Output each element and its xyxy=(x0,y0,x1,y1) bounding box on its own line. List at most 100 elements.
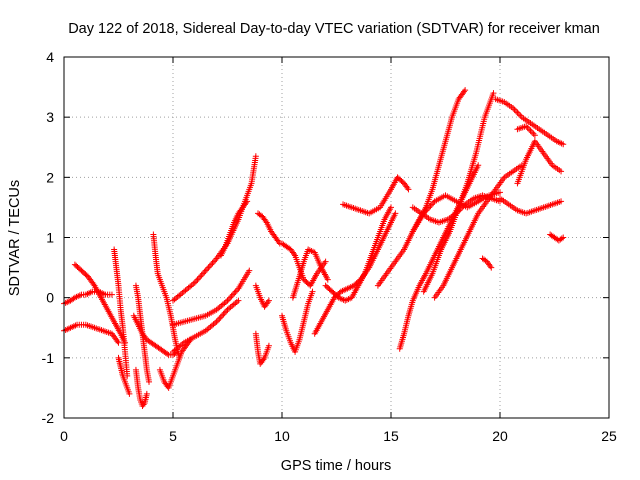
data-point xyxy=(528,129,535,136)
series-4 xyxy=(111,246,131,379)
data-point xyxy=(202,267,209,274)
series-35 xyxy=(547,231,567,244)
y-tick-label: -2 xyxy=(42,410,55,426)
data-point xyxy=(221,309,228,316)
series-23 xyxy=(340,174,412,217)
series-19 xyxy=(279,288,316,355)
y-axis-label: SDTVAR / TECUs xyxy=(7,180,23,296)
data-point xyxy=(197,273,204,280)
data-point xyxy=(232,288,239,295)
series-15 xyxy=(252,330,272,367)
series-20 xyxy=(289,246,331,301)
data-point xyxy=(511,106,518,113)
data-point xyxy=(220,311,227,318)
y-tick-label: 4 xyxy=(46,49,54,65)
series-16 xyxy=(252,282,272,310)
data-point xyxy=(244,198,251,205)
data-point xyxy=(206,263,213,270)
data-point xyxy=(527,127,534,134)
y-tick-label: -1 xyxy=(42,350,55,366)
data-point xyxy=(558,235,565,242)
data-point xyxy=(214,317,221,324)
y-tick-label: 1 xyxy=(46,230,54,246)
series-5 xyxy=(115,354,133,397)
data-point xyxy=(195,275,202,282)
x-tick-label: 10 xyxy=(274,428,290,444)
data-point xyxy=(324,276,331,283)
data-point xyxy=(512,108,519,115)
data-point xyxy=(490,90,497,97)
data-point xyxy=(227,294,234,301)
data-point xyxy=(231,290,238,297)
data-point xyxy=(428,201,435,208)
data-point xyxy=(524,124,531,131)
data-point xyxy=(558,168,565,175)
data-point xyxy=(223,308,230,315)
data-point xyxy=(515,111,522,118)
data-point xyxy=(517,112,524,119)
data-point xyxy=(208,261,215,268)
x-tick-label: 25 xyxy=(601,428,617,444)
data-point xyxy=(388,204,394,211)
x-tick-label: 0 xyxy=(60,428,68,444)
series-18 xyxy=(279,240,329,289)
data-point xyxy=(209,260,216,267)
series-1 xyxy=(61,288,115,307)
data-point xyxy=(252,153,259,160)
series-30 xyxy=(479,255,495,271)
data-point xyxy=(560,141,567,148)
series-14 xyxy=(217,198,251,259)
data-point xyxy=(488,264,495,271)
series-6 xyxy=(130,312,181,358)
series-10 xyxy=(156,336,194,391)
data-point xyxy=(216,315,223,322)
series-28 xyxy=(420,90,497,295)
data-point xyxy=(497,189,503,196)
series-33 xyxy=(514,138,565,187)
y-tick-label: 0 xyxy=(46,290,54,306)
series-29 xyxy=(431,162,525,301)
series-8 xyxy=(132,282,153,385)
y-tick-label: 2 xyxy=(46,169,54,185)
data-point xyxy=(108,291,115,298)
data-point xyxy=(475,162,482,169)
series-32 xyxy=(497,195,565,217)
data-point xyxy=(70,295,77,302)
data-point xyxy=(531,132,538,139)
data-point xyxy=(126,390,133,397)
series-12 xyxy=(170,267,253,328)
data-point xyxy=(228,293,235,300)
data-point xyxy=(164,350,171,357)
x-tick-label: 20 xyxy=(492,428,508,444)
series-31 xyxy=(492,96,567,148)
data-point xyxy=(309,288,316,295)
data-point xyxy=(229,291,236,298)
data-point xyxy=(146,378,153,385)
data-point xyxy=(405,186,412,193)
x-tick-label: 5 xyxy=(169,428,177,444)
data-point xyxy=(201,269,208,276)
data-point xyxy=(482,257,489,264)
data-point xyxy=(558,198,565,205)
data-point xyxy=(265,342,272,349)
data-point xyxy=(219,312,226,319)
x-axis-label: GPS time / hours xyxy=(281,458,391,474)
data-point xyxy=(286,245,293,252)
data-point xyxy=(462,87,469,94)
data-point xyxy=(225,296,232,303)
data-point xyxy=(560,234,567,241)
y-tick-label: 3 xyxy=(46,109,54,125)
data-point xyxy=(392,210,399,217)
data-point xyxy=(322,258,329,265)
data-point xyxy=(530,130,537,137)
series-34 xyxy=(514,123,538,139)
data-point xyxy=(205,264,212,271)
data-point xyxy=(194,276,201,283)
x-tick-label: 15 xyxy=(383,428,399,444)
data-point xyxy=(198,272,205,279)
series-17 xyxy=(255,210,283,247)
data-point xyxy=(199,270,206,277)
series-26 xyxy=(409,87,469,235)
data-point xyxy=(235,297,242,304)
